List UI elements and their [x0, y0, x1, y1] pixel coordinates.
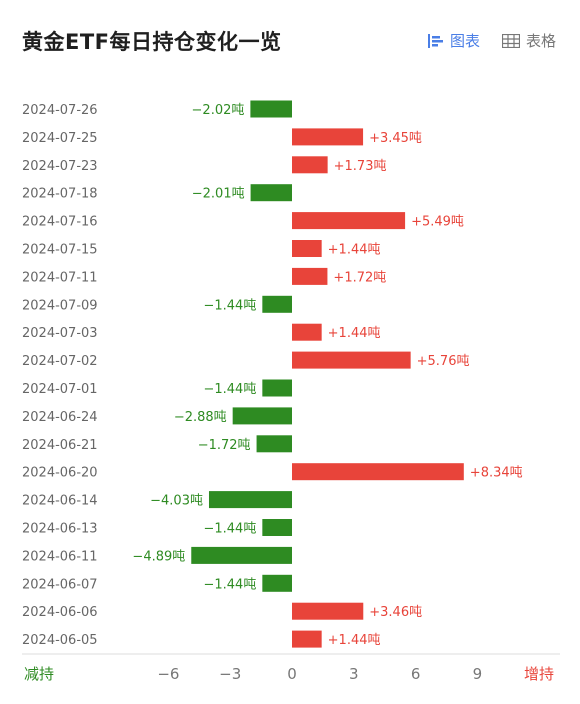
bar — [292, 240, 322, 257]
category-label: 2024-07-11 — [22, 270, 98, 285]
data-label: +1.44吨 — [328, 326, 381, 341]
page-title: 黄金ETF每日持仓变化一览 — [22, 30, 282, 54]
x-tick-label: 3 — [349, 665, 359, 683]
category-label: 2024-06-14 — [22, 494, 98, 509]
data-label: −1.44吨 — [203, 298, 256, 313]
category-label: 2024-06-11 — [22, 549, 98, 564]
data-label: −1.44吨 — [203, 382, 256, 397]
data-label: +1.72吨 — [333, 270, 386, 285]
table-view-toggle[interactable]: 表格 — [502, 30, 556, 51]
data-label: −2.02吨 — [192, 103, 245, 118]
increase-axis-label: 增持 — [524, 665, 554, 683]
category-label: 2024-06-05 — [22, 633, 98, 648]
x-tick-label: 6 — [411, 665, 421, 683]
bar — [292, 156, 328, 174]
data-label: +5.49吨 — [411, 215, 464, 230]
category-label: 2024-06-21 — [22, 438, 98, 453]
chart-view-toggle[interactable]: 图表 — [428, 30, 480, 51]
category-label: 2024-06-24 — [22, 410, 98, 425]
bar — [262, 295, 292, 313]
bar — [262, 574, 292, 592]
data-label: −2.88吨 — [174, 410, 227, 425]
category-label: 2024-06-13 — [22, 522, 98, 537]
bar — [232, 407, 292, 425]
bar — [191, 546, 292, 564]
category-label: 2024-07-09 — [22, 298, 98, 313]
chart-view-label: 图表 — [450, 32, 481, 50]
bar — [292, 463, 464, 481]
category-label: 2024-07-01 — [22, 382, 98, 397]
data-label: −4.89吨 — [132, 549, 185, 564]
category-label: 2024-06-20 — [22, 466, 98, 481]
data-label: +5.76吨 — [417, 354, 470, 369]
category-label: 2024-07-03 — [22, 326, 98, 341]
category-label: 2024-06-06 — [22, 605, 98, 620]
bar — [262, 379, 292, 397]
data-label: +1.73吨 — [334, 159, 387, 174]
bar — [256, 435, 292, 453]
data-label: +1.44吨 — [328, 633, 381, 648]
category-label: 2024-07-25 — [22, 131, 98, 146]
table-view-label: 表格 — [526, 32, 557, 50]
category-label: 2024-07-26 — [22, 103, 98, 118]
bar — [292, 630, 322, 648]
category-label: 2024-07-16 — [22, 215, 98, 230]
category-label: 2024-06-07 — [22, 577, 98, 592]
bar — [292, 351, 411, 369]
x-tick-label: −3 — [219, 665, 241, 683]
x-tick-label: 0 — [287, 665, 297, 683]
bar — [250, 184, 292, 202]
data-label: −2.01吨 — [192, 187, 245, 202]
data-label: +8.34吨 — [470, 466, 523, 481]
data-label: +3.45吨 — [369, 131, 422, 146]
bar — [292, 323, 322, 341]
bar — [292, 267, 328, 285]
data-label: +1.44吨 — [328, 243, 381, 258]
x-tick-label: 9 — [473, 665, 483, 683]
category-label: 2024-07-18 — [22, 187, 98, 202]
bar — [292, 602, 364, 620]
data-label: −1.44吨 — [203, 577, 256, 592]
bar — [208, 491, 292, 509]
bar — [292, 128, 364, 146]
bar — [250, 100, 292, 118]
category-label: 2024-07-02 — [22, 354, 98, 369]
table-icon — [502, 33, 520, 48]
data-label: −1.72吨 — [198, 438, 251, 453]
bar — [292, 212, 406, 230]
category-label: 2024-07-15 — [22, 243, 98, 258]
x-tick-label: −6 — [157, 665, 179, 683]
category-label: 2024-07-23 — [22, 159, 98, 174]
bar — [262, 519, 292, 536]
bar-chart-icon — [428, 33, 443, 48]
data-label: −4.03吨 — [150, 494, 203, 509]
data-label: −1.44吨 — [203, 522, 256, 537]
decrease-axis-label: 减持 — [24, 665, 54, 683]
data-label: +3.46吨 — [369, 605, 422, 620]
